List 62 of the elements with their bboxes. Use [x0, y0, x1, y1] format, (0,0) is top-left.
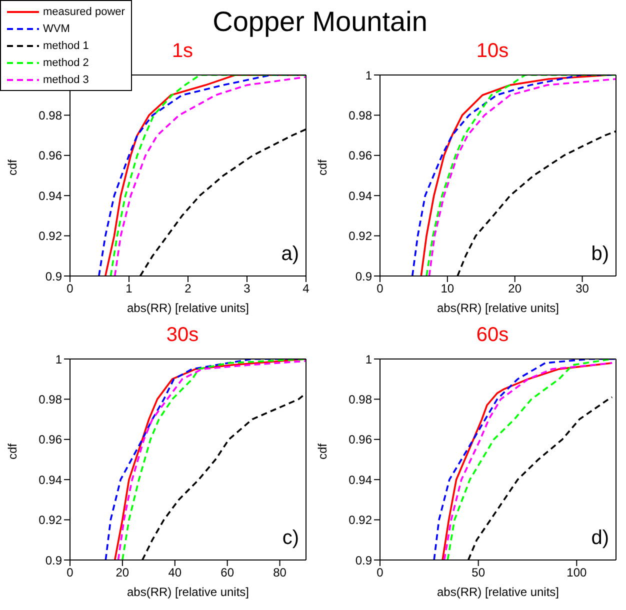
x-tick-label: 0	[66, 282, 74, 296]
x-tick-label: 0	[66, 566, 74, 580]
y-axis-title: cdf	[5, 158, 20, 176]
annotation: d)	[591, 527, 609, 550]
x-axis-title: abs(RR) [relative units]	[436, 301, 560, 315]
y-tick-label: 0.94	[348, 472, 372, 487]
chart-subtitle: 30s	[165, 324, 200, 347]
x-tick-label: 80	[273, 566, 287, 580]
y-tick-label: 0.98	[38, 392, 62, 406]
chart-subtitle: 10s	[475, 40, 510, 63]
x-tick-label: 50	[472, 566, 486, 580]
legend-label: WVM	[43, 22, 70, 34]
y-tick-label: 0.96	[348, 432, 372, 447]
y-tick-label: 1	[365, 352, 372, 366]
x-axis-title: abs(RR) [relative units]	[126, 585, 250, 599]
y-tick-label: 0.92	[348, 229, 372, 244]
x-tick-label: 1	[126, 282, 133, 296]
x-tick-label: 20	[508, 282, 522, 296]
y-tick-label: 0.9	[355, 553, 372, 568]
y-tick-label: 0.98	[38, 108, 62, 122]
y-tick-label: 0.94	[38, 188, 62, 203]
chart-subtitle: 1s	[172, 40, 194, 62]
x-tick-label: 100	[566, 566, 587, 580]
y-tick-label: 0.94	[38, 472, 62, 487]
x-tick-label: 0	[376, 282, 384, 296]
x-tick-label: 3	[244, 282, 251, 296]
y-tick-label: 0.92	[348, 513, 372, 528]
legend-label: method 2	[43, 56, 89, 68]
y-axis-title: cdf	[315, 442, 330, 460]
legend-label: measured power	[43, 6, 125, 18]
annotation: c)	[282, 527, 299, 550]
y-tick-label: 1	[365, 68, 372, 82]
y-tick-label: 0.96	[38, 148, 62, 163]
y-tick-label: 0.98	[348, 392, 372, 406]
x-tick-label: 30	[576, 282, 590, 296]
x-tick-label: 2	[184, 282, 192, 296]
y-tick-label: 0.9	[45, 553, 62, 568]
y-tick-label: 0.98	[348, 108, 372, 122]
x-tick-label: 0	[376, 566, 384, 580]
annotation: a)	[281, 243, 299, 266]
x-tick-label: 10	[440, 282, 454, 296]
y-tick-label: 0.96	[348, 148, 372, 163]
y-tick-label: 1	[55, 352, 62, 366]
y-tick-label: 0.92	[38, 229, 62, 244]
chart-title: Copper Mountain	[212, 6, 428, 37]
x-tick-label: 20	[116, 566, 130, 580]
annotation: b)	[591, 243, 609, 266]
y-tick-label: 0.92	[38, 513, 62, 528]
chart-subtitle: 60s	[475, 324, 510, 347]
x-tick-label: 4	[302, 282, 310, 296]
y-tick-label: 0.94	[348, 188, 372, 203]
y-tick-label: 0.96	[38, 432, 62, 447]
y-axis-title: cdf	[315, 158, 330, 176]
y-axis-title: cdf	[5, 442, 20, 460]
x-tick-label: 60	[220, 566, 234, 580]
y-tick-label: 0.9	[45, 269, 62, 284]
legend-label: method 3	[43, 74, 89, 86]
legend-label: method 1	[43, 40, 89, 52]
x-tick-label: 40	[168, 566, 182, 580]
y-tick-label: 0.9	[355, 269, 372, 284]
x-axis-title: abs(RR) [relative units]	[126, 301, 250, 315]
x-axis-title: abs(RR) [relative units]	[436, 585, 560, 599]
